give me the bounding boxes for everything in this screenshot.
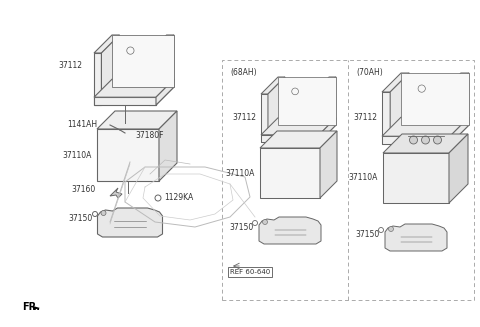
Polygon shape — [401, 73, 469, 125]
Polygon shape — [97, 111, 177, 129]
Circle shape — [388, 227, 394, 232]
Polygon shape — [261, 94, 268, 142]
Text: (70AH): (70AH) — [356, 68, 383, 77]
Polygon shape — [260, 131, 337, 148]
Text: (68AH): (68AH) — [230, 68, 257, 77]
Text: 37110A: 37110A — [348, 174, 378, 182]
Polygon shape — [159, 111, 177, 181]
Text: 37112: 37112 — [58, 61, 82, 71]
Text: 37150: 37150 — [68, 214, 93, 223]
Polygon shape — [312, 94, 319, 142]
Text: 37150: 37150 — [356, 230, 380, 239]
Circle shape — [433, 136, 442, 144]
Polygon shape — [442, 92, 450, 144]
Text: REF 60-640: REF 60-640 — [230, 269, 270, 275]
Text: 37160: 37160 — [72, 185, 96, 194]
Polygon shape — [319, 118, 336, 142]
Text: 37112: 37112 — [232, 113, 256, 123]
Polygon shape — [450, 73, 469, 144]
Polygon shape — [312, 77, 336, 94]
Polygon shape — [94, 35, 120, 53]
Circle shape — [409, 136, 418, 144]
Polygon shape — [382, 117, 469, 136]
Polygon shape — [156, 79, 174, 105]
Polygon shape — [382, 92, 390, 144]
Polygon shape — [319, 77, 336, 142]
Text: 37110A: 37110A — [226, 168, 255, 178]
Text: 37112: 37112 — [353, 113, 377, 123]
Text: FR.: FR. — [22, 302, 40, 312]
Polygon shape — [320, 131, 337, 198]
Polygon shape — [261, 77, 285, 94]
Polygon shape — [97, 208, 163, 237]
Polygon shape — [278, 77, 336, 125]
Polygon shape — [385, 224, 447, 251]
Polygon shape — [261, 135, 319, 142]
Polygon shape — [101, 35, 120, 105]
Circle shape — [263, 219, 267, 225]
Polygon shape — [110, 188, 122, 198]
Polygon shape — [94, 79, 174, 97]
Polygon shape — [97, 129, 159, 181]
Polygon shape — [94, 97, 156, 105]
Polygon shape — [449, 134, 468, 203]
Polygon shape — [156, 35, 174, 105]
Polygon shape — [112, 35, 174, 87]
Polygon shape — [94, 53, 101, 105]
Text: 1129KA: 1129KA — [164, 194, 193, 202]
Polygon shape — [260, 148, 320, 198]
Polygon shape — [259, 217, 321, 244]
Polygon shape — [383, 153, 449, 203]
Polygon shape — [390, 73, 409, 144]
Circle shape — [421, 136, 430, 144]
Polygon shape — [450, 117, 469, 144]
Polygon shape — [261, 118, 336, 135]
Circle shape — [101, 211, 106, 215]
Polygon shape — [33, 306, 40, 310]
Polygon shape — [383, 134, 468, 153]
Polygon shape — [268, 77, 285, 142]
Polygon shape — [149, 35, 174, 53]
Text: 37150: 37150 — [230, 223, 254, 232]
Bar — [222, 60, 474, 300]
Polygon shape — [382, 73, 409, 92]
Text: 37110A: 37110A — [62, 150, 92, 160]
Polygon shape — [442, 73, 469, 92]
Polygon shape — [382, 136, 450, 144]
Text: 1141AH: 1141AH — [67, 120, 97, 129]
Polygon shape — [149, 53, 156, 105]
Text: 37180F: 37180F — [135, 131, 164, 140]
